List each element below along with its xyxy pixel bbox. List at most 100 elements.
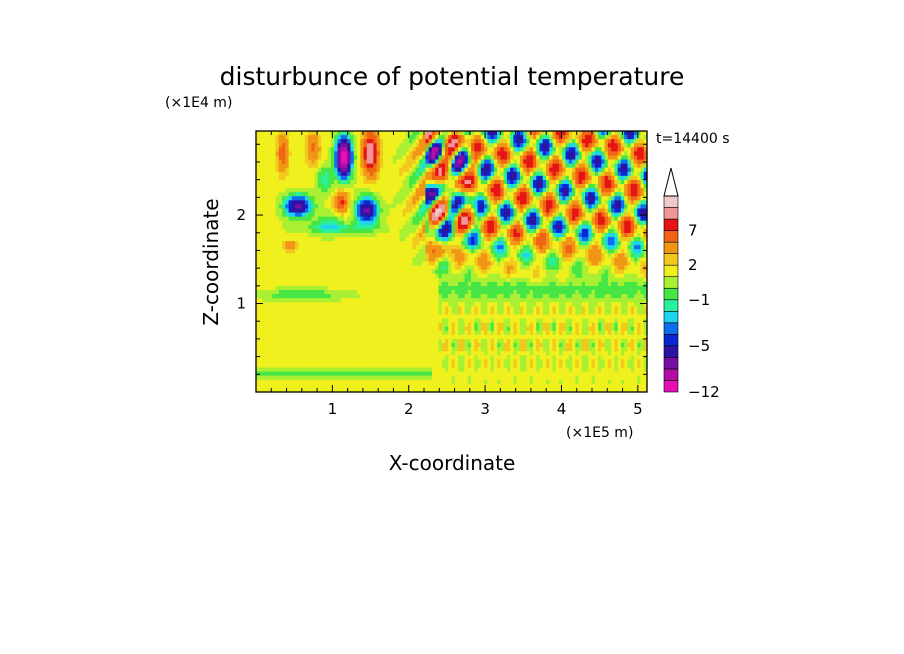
heatmap-cell (620, 200, 625, 206)
heatmap-cell (454, 212, 459, 218)
heatmap-cell (438, 232, 443, 238)
heatmap-cell (536, 261, 541, 267)
heatmap-cell (451, 245, 456, 250)
heatmap-cell (513, 135, 518, 140)
heatmap-cell (321, 228, 326, 234)
heatmap-cell (497, 281, 501, 287)
heatmap-cell (337, 253, 342, 259)
heatmap-cell (484, 143, 488, 148)
heatmap-cell (438, 155, 443, 161)
heatmap-cell (405, 228, 410, 234)
heatmap-cell (575, 241, 580, 246)
heatmap-cell (389, 188, 394, 193)
heatmap-cell (428, 273, 433, 279)
heatmap-cell (620, 228, 625, 234)
heatmap-cell (340, 212, 345, 218)
heatmap-cell (272, 143, 277, 148)
heatmap-cell (458, 167, 462, 173)
heatmap-cell (334, 290, 339, 295)
heatmap-cell (343, 151, 348, 157)
heatmap-cell (370, 241, 374, 246)
heatmap-cell (343, 208, 348, 214)
heatmap-cell (360, 196, 365, 201)
heatmap-cell (624, 200, 629, 206)
heatmap-cell (591, 249, 596, 254)
heatmap-cell (366, 135, 371, 140)
heatmap-cell (415, 237, 420, 242)
heatmap-cell (334, 135, 339, 140)
heatmap-cell (640, 228, 645, 234)
heatmap-cell (539, 135, 544, 140)
heatmap-cell (464, 232, 469, 238)
heatmap-cell (500, 224, 505, 230)
heatmap-cell (643, 192, 648, 197)
heatmap-cell (451, 131, 456, 136)
heatmap-cell (532, 151, 537, 157)
heatmap-cell (278, 237, 283, 242)
heatmap-cell (510, 224, 515, 230)
heatmap-cell (282, 196, 286, 201)
heatmap-cell (500, 192, 505, 197)
heatmap-cell (529, 139, 534, 144)
heatmap-cell (431, 131, 436, 136)
heatmap-cell (409, 228, 413, 234)
heatmap-cell (321, 265, 326, 271)
heatmap-cell (500, 179, 505, 185)
heatmap-cell (532, 281, 537, 287)
heatmap-cell (474, 273, 479, 279)
heatmap-cell (555, 232, 560, 238)
heatmap-cell (350, 147, 355, 152)
heatmap-cell (441, 200, 446, 206)
heatmap-cell (640, 257, 645, 263)
heatmap-cell (516, 224, 521, 230)
heatmap-cell (317, 139, 322, 144)
heatmap-cell (334, 200, 339, 206)
heatmap-cell (575, 188, 580, 193)
heatmap-cell (301, 269, 306, 275)
heatmap-cell (471, 273, 475, 279)
heatmap-cell (441, 184, 446, 189)
heatmap-cell (640, 155, 645, 161)
heatmap-cell (617, 281, 622, 287)
heatmap-cell (461, 175, 466, 181)
heatmap-cell (594, 159, 599, 165)
heatmap-cell (282, 175, 286, 181)
heatmap-cell (536, 265, 541, 271)
heatmap-cell (295, 200, 299, 206)
heatmap-cell (510, 175, 515, 181)
heatmap-cell (330, 281, 335, 287)
heatmap-cell (256, 237, 260, 242)
heatmap-cell (487, 171, 492, 177)
heatmap-cell (278, 265, 283, 271)
heatmap-cell (285, 135, 290, 140)
heatmap-cell (265, 204, 270, 210)
heatmap-cell (617, 277, 622, 283)
heatmap-cell (585, 257, 589, 263)
heatmap-cell (624, 204, 629, 210)
heatmap-cell (568, 188, 573, 193)
heatmap-cell (588, 285, 593, 291)
heatmap-cell (493, 196, 498, 201)
heatmap-cell (601, 249, 606, 254)
heatmap-cell (396, 232, 400, 238)
heatmap-cell (500, 216, 505, 222)
heatmap-cell (617, 135, 622, 140)
heatmap-cell (471, 159, 475, 165)
heatmap-cell (327, 208, 332, 214)
heatmap-cell (565, 179, 570, 185)
heatmap-cell (552, 143, 557, 148)
heatmap-cell (451, 171, 456, 177)
heatmap-cell (604, 281, 609, 287)
heatmap-cell (493, 265, 498, 271)
heatmap-cell (601, 261, 606, 267)
heatmap-cell (549, 147, 554, 152)
heatmap-cell (402, 241, 407, 246)
heatmap-cell (578, 216, 583, 222)
heatmap-cell (435, 285, 440, 291)
heatmap-cell (559, 155, 563, 161)
heatmap-cell (262, 249, 267, 254)
heatmap-cell (386, 151, 391, 157)
heatmap-cell (383, 135, 387, 140)
heatmap-cell (526, 253, 531, 259)
heatmap-cell (555, 167, 560, 173)
